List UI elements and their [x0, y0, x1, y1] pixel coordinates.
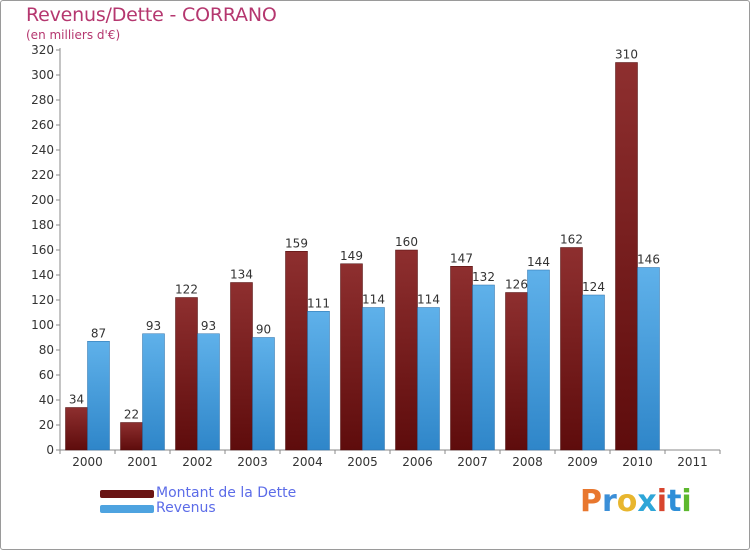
y-tick-label: 300 — [31, 68, 54, 82]
y-tick-label: 280 — [31, 93, 54, 107]
y-tick-label: 0 — [46, 443, 54, 457]
x-tick-label: 2008 — [512, 455, 543, 469]
bar-revenus — [527, 269, 550, 451]
data-label: 147 — [450, 251, 473, 265]
bar-revenus — [582, 294, 605, 451]
logo-letter: t — [667, 484, 682, 519]
data-label: 93 — [146, 319, 161, 333]
proxiti-logo: Proxiti — [580, 484, 692, 519]
y-tick-label: 180 — [31, 218, 54, 232]
data-label: 22 — [124, 408, 139, 422]
data-label: 160 — [395, 235, 418, 249]
bar-dette — [395, 249, 418, 451]
data-label: 159 — [285, 236, 308, 250]
data-label: 114 — [362, 293, 385, 307]
legend-label-revenus: Revenus — [156, 500, 216, 516]
data-label: 146 — [637, 253, 660, 267]
data-labels: 34 22 122 134 159 149 160 147 126 162 310 87 93 93 90 1… — [69, 48, 660, 422]
x-tick-label: 2000 — [72, 455, 103, 469]
data-label: 132 — [472, 270, 495, 284]
bar-dette — [65, 407, 88, 451]
logo-letter: r — [602, 484, 617, 519]
y-tick-label: 320 — [31, 43, 54, 57]
bar-revenus — [417, 307, 440, 451]
bar-revenus — [252, 337, 275, 451]
legend-swatch-debt — [100, 490, 154, 498]
y-tick-label: 40 — [39, 393, 54, 407]
logo-letter: P — [580, 484, 602, 519]
logo-letter: i — [656, 484, 668, 519]
y-tick-label: 60 — [39, 368, 54, 382]
bar-dette — [450, 266, 473, 451]
data-label: 134 — [230, 268, 253, 282]
bar-dette — [560, 247, 583, 451]
y-tick-label: 140 — [31, 268, 54, 282]
x-tick-label: 2006 — [402, 455, 433, 469]
bar-revenus — [362, 307, 385, 451]
logo-letter: x — [637, 484, 657, 519]
bars — [65, 62, 660, 451]
x-tick-label: 2011 — [677, 455, 708, 469]
x-tick-label: 2005 — [347, 455, 378, 469]
data-label: 162 — [560, 233, 583, 247]
y-tick-label: 120 — [31, 293, 54, 307]
x-tick-label: 2007 — [457, 455, 488, 469]
x-tick-label: 2002 — [182, 455, 213, 469]
y-tick-label: 20 — [39, 418, 54, 432]
logo-letter: i — [681, 484, 692, 519]
chart-subtitle: (en milliers d'€) — [26, 28, 121, 42]
logo-letter: o — [616, 484, 638, 519]
axes: 0 20 40 60 80 100 120 140 160 180 200 220 240 260 280 3… — [31, 43, 721, 469]
bar-dette — [505, 292, 528, 451]
data-label: 149 — [340, 249, 363, 263]
bar-revenus — [637, 267, 660, 451]
bar-revenus — [307, 311, 330, 451]
y-tick-label: 260 — [31, 118, 54, 132]
bar-dette — [175, 297, 198, 451]
bar-revenus — [142, 333, 165, 451]
legend-label-debt: Montant de la Dette — [156, 485, 297, 501]
y-tick-label: 100 — [31, 318, 54, 332]
data-label: 90 — [256, 323, 271, 337]
data-label: 124 — [582, 280, 605, 294]
y-tick-label: 220 — [31, 168, 54, 182]
chart-title: Revenus/Dette - CORRANO — [26, 4, 277, 26]
data-label: 122 — [175, 283, 198, 297]
bar-dette — [340, 263, 363, 451]
y-tick-label: 160 — [31, 243, 54, 257]
x-tick-label: 2001 — [127, 455, 158, 469]
data-label: 111 — [307, 296, 330, 310]
x-tick-label: 2010 — [622, 455, 653, 469]
x-tick-label: 2003 — [237, 455, 268, 469]
y-tick-label: 80 — [39, 343, 54, 357]
bar-dette — [615, 62, 638, 451]
data-label: 114 — [417, 293, 440, 307]
bar-dette — [120, 422, 143, 451]
bar-dette — [285, 251, 308, 451]
data-label: 126 — [505, 278, 528, 292]
y-tick-label: 240 — [31, 143, 54, 157]
y-tick-label: 200 — [31, 193, 54, 207]
data-label: 34 — [69, 393, 84, 407]
x-tick-label: 2009 — [567, 455, 598, 469]
x-tick-label: 2004 — [292, 455, 323, 469]
bar-revenus — [472, 284, 495, 451]
legend-swatch-revenus — [100, 505, 154, 513]
data-label: 87 — [91, 326, 106, 340]
data-label: 93 — [201, 319, 216, 333]
bar-revenus — [197, 333, 220, 451]
bar-revenus — [87, 341, 110, 451]
data-label: 310 — [615, 48, 638, 62]
bar-dette — [230, 282, 253, 451]
data-label: 144 — [527, 255, 550, 269]
